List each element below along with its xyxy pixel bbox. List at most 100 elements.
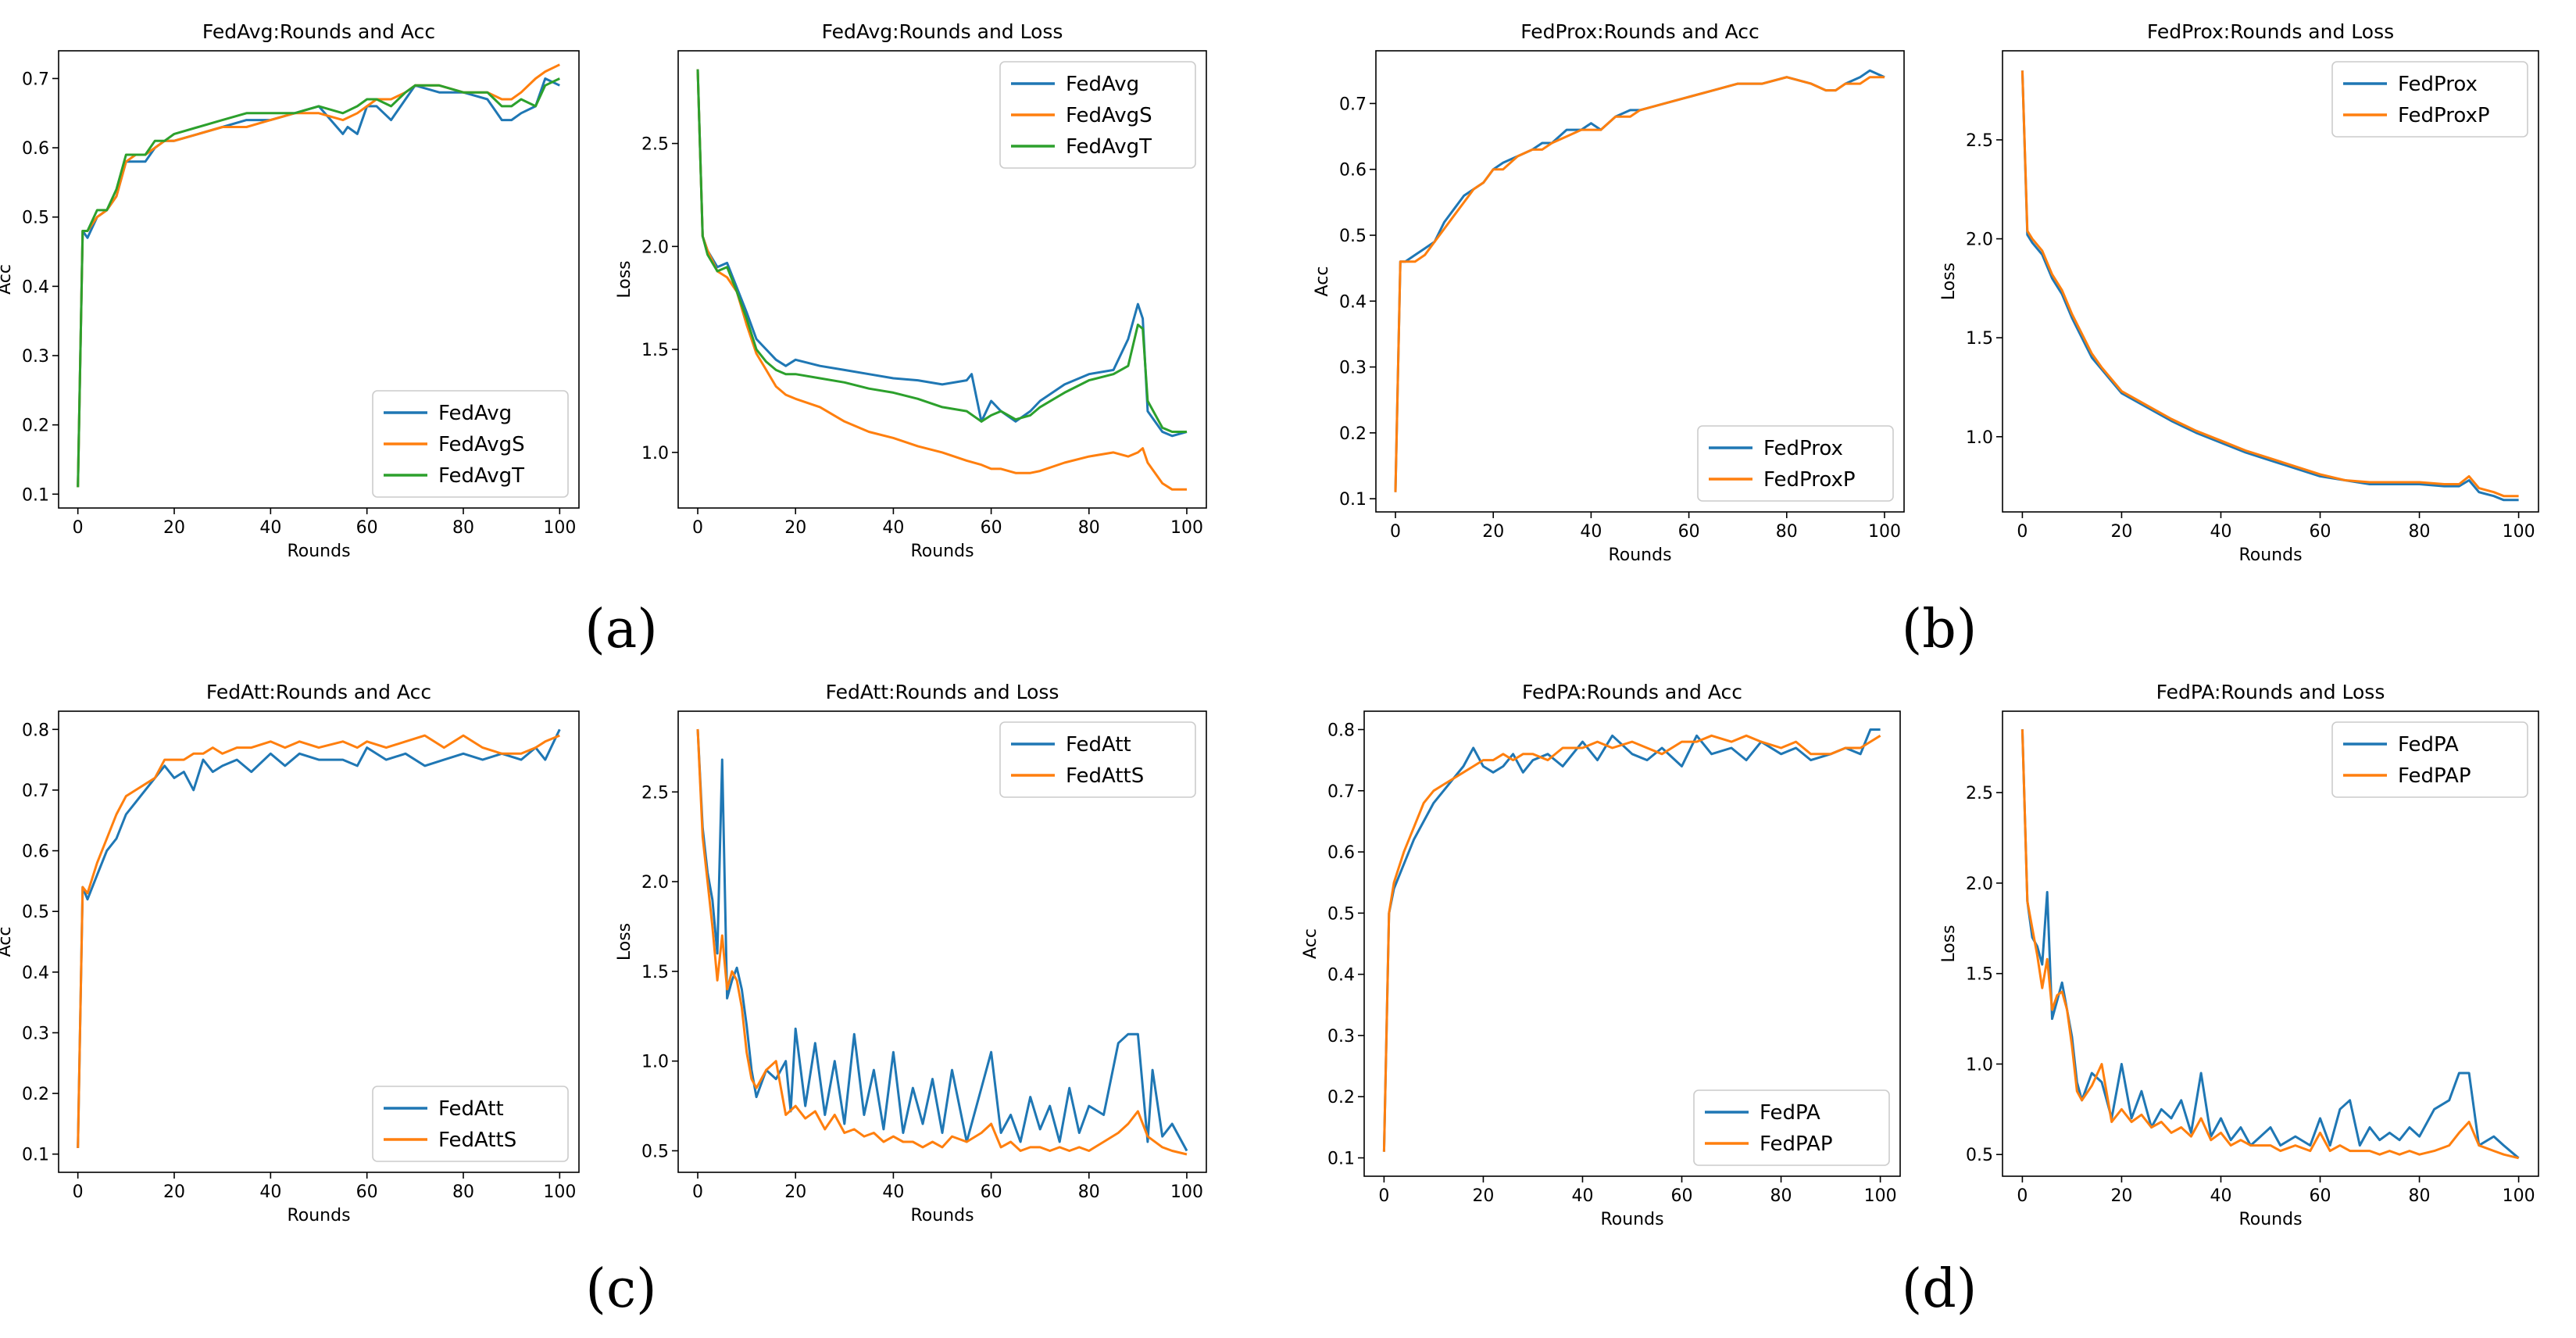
x-tick-label: 100 <box>543 1182 576 1202</box>
y-tick-label: 0.7 <box>22 782 49 801</box>
series-line-FedAvg <box>696 69 1188 438</box>
x-tick-label: 0 <box>2017 1186 2028 1206</box>
legend-box <box>1697 425 1894 502</box>
chart-title: FedAtt:Rounds and Acc <box>206 681 431 703</box>
panel-label-c: (c) <box>585 1258 656 1320</box>
x-axis-label: Rounds <box>2238 546 2302 565</box>
legend-label-FedAttS: FedAttS <box>438 1129 516 1152</box>
y-tick-label: 0.5 <box>22 903 49 922</box>
y-axis-label: Acc <box>1313 267 1332 297</box>
legend: FedAvg FedAvgS FedAvgT <box>999 61 1196 169</box>
chart-7: FedPA:Rounds and Acc 0 20 40 60 80 100 0.1 0.2 0.… <box>1301 681 1901 1229</box>
y-tick-label: 0.7 <box>22 70 49 89</box>
x-tick-label: 80 <box>2409 522 2431 542</box>
x-tick-label: 0 <box>1390 522 1401 542</box>
x-tick-label: 40 <box>259 1182 281 1202</box>
y-tick-label: 0.2 <box>22 1085 49 1104</box>
panel-label-a: (a) <box>584 599 658 660</box>
y-tick-label: 0.7 <box>1339 95 1367 114</box>
x-tick-label: 80 <box>1776 522 1798 542</box>
x-tick-label: 80 <box>452 518 474 538</box>
y-tick-label: 1.0 <box>641 444 669 463</box>
y-tick-label: 0.6 <box>1327 843 1355 863</box>
legend-label-FedPAP: FedPAP <box>2398 764 2471 788</box>
x-tick-label: 100 <box>1864 1186 1897 1206</box>
chart-3: FedProx:Rounds and Acc 0 20 40 60 80 100 0.1 0.2… <box>1313 20 1905 565</box>
y-tick-label: 0.6 <box>22 843 49 862</box>
y-axis-label: Loss <box>615 260 634 298</box>
y-tick-label: 2.5 <box>1966 131 1993 151</box>
x-tick-label: 40 <box>1580 522 1602 542</box>
series-line-FedProxP <box>1394 76 1885 492</box>
legend-label-FedAvgS: FedAvgS <box>1066 104 1152 127</box>
panel-label-b: (b) <box>1902 599 1978 660</box>
y-tick-label: 1.5 <box>641 963 669 982</box>
y-tick-label: 0.4 <box>1327 966 1355 986</box>
series-line-FedAttS <box>696 728 1188 1156</box>
legend-box <box>999 61 1196 169</box>
legend: FedAtt FedAttS <box>372 1086 569 1162</box>
x-tick-label: 60 <box>356 518 378 538</box>
x-tick-label: 20 <box>2110 522 2132 542</box>
plot-frame <box>2002 710 2539 1177</box>
x-axis-label: Rounds <box>910 1206 974 1225</box>
legend-box <box>372 390 569 498</box>
legend-label-FedProx: FedProx <box>1763 437 1843 460</box>
legend-label-FedAvg: FedAvg <box>1066 73 1139 96</box>
legend: FedProx FedProxP <box>2331 61 2528 138</box>
y-axis-label: Loss <box>1939 925 1959 962</box>
legend-label-FedAtt: FedAtt <box>438 1097 504 1121</box>
y-tick-label: 2.0 <box>641 238 669 257</box>
y-tick-label: 1.0 <box>1966 428 1993 448</box>
series-line-FedPAP <box>2020 729 2519 1160</box>
x-axis-label: Rounds <box>1600 1210 1663 1229</box>
y-tick-label: 2.0 <box>1966 231 1993 250</box>
y-tick-label: 2.0 <box>641 873 669 893</box>
legend-box <box>999 721 1196 798</box>
legend: FedProx FedProxP <box>1697 425 1894 502</box>
y-tick-label: 0.1 <box>22 485 49 505</box>
legend-label-FedPAP: FedPAP <box>1760 1132 1833 1156</box>
x-tick-label: 20 <box>784 1182 806 1202</box>
x-tick-label: 60 <box>981 518 1002 538</box>
x-tick-label: 100 <box>1170 518 1203 538</box>
series-line-FedProxP <box>2020 70 2519 498</box>
y-tick-label: 0.2 <box>1339 424 1367 444</box>
y-axis-label: Loss <box>615 923 634 961</box>
x-tick-label: 20 <box>163 518 185 538</box>
x-axis-label: Rounds <box>910 542 974 561</box>
x-tick-label: 80 <box>1770 1186 1792 1206</box>
plot-frame <box>2002 50 2539 513</box>
x-tick-label: 100 <box>2503 1186 2535 1206</box>
x-tick-label: 100 <box>1170 1182 1203 1202</box>
x-tick-label: 0 <box>1378 1186 1389 1206</box>
y-axis-label: Loss <box>1939 263 1959 300</box>
y-tick-label: 1.0 <box>641 1053 669 1072</box>
chart-title: FedProx:Rounds and Acc <box>1520 20 1760 43</box>
legend-label-FedAvgT: FedAvgT <box>438 464 524 488</box>
x-tick-label: 40 <box>259 518 281 538</box>
x-tick-label: 0 <box>73 1182 84 1202</box>
plot-frame <box>58 50 580 509</box>
x-tick-label: 20 <box>784 518 806 538</box>
legend-label-FedAvg: FedAvg <box>438 402 512 425</box>
y-tick-label: 0.5 <box>1327 904 1355 924</box>
y-tick-label: 0.6 <box>22 139 49 159</box>
x-axis-label: Rounds <box>287 1206 350 1225</box>
x-tick-label: 0 <box>2017 522 2028 542</box>
y-tick-label: 0.1 <box>22 1146 49 1165</box>
y-tick-label: 0.3 <box>1327 1027 1355 1046</box>
y-tick-label: 2.0 <box>1966 875 1993 894</box>
x-tick-label: 40 <box>882 1182 904 1202</box>
y-tick-label: 1.5 <box>1966 965 1993 985</box>
y-axis-label: Acc <box>0 927 15 957</box>
x-tick-label: 20 <box>163 1182 185 1202</box>
series-line-FedAvgS <box>696 69 1187 491</box>
y-tick-label: 0.3 <box>22 1024 49 1043</box>
x-tick-label: 60 <box>2310 1186 2331 1206</box>
x-tick-label: 0 <box>692 518 703 538</box>
legend-label-FedPA: FedPA <box>1760 1101 1820 1125</box>
x-tick-label: 100 <box>543 518 576 538</box>
subplots: FedAvg:Rounds and Acc 0 20 40 60 80 100 0.1 0.2 0… <box>0 20 2539 1229</box>
y-tick-label: 0.5 <box>641 1142 669 1161</box>
